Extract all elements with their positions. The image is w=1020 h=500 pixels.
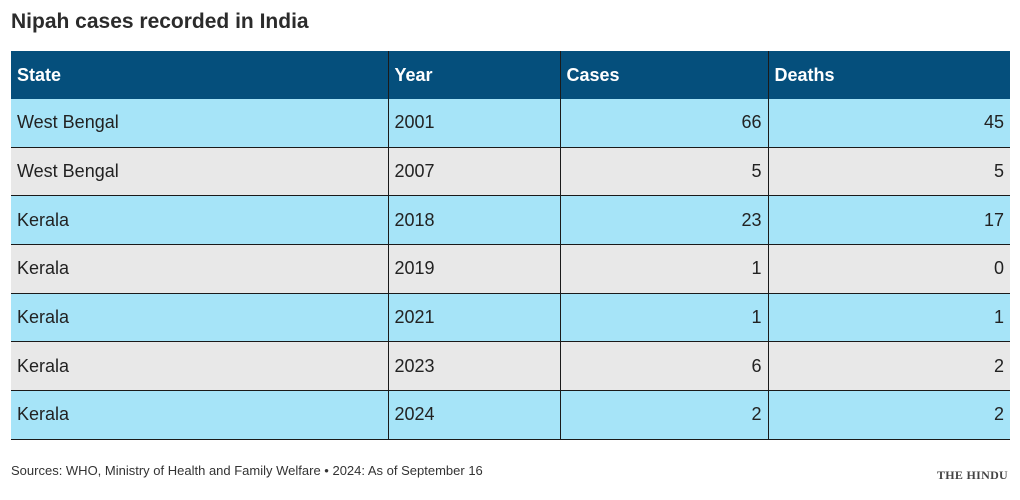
table-cell: 2001 [387,99,561,148]
table-cell: 1 [767,293,1010,343]
table-cell: Kerala [11,293,389,343]
column-header: Cases [559,51,769,99]
table-row: Kerala 2024 2 2 [11,390,1010,440]
table-row: Kerala 2019 1 0 [11,244,1010,294]
data-table: State Year Cases Deaths West Bengal 2001 66 45… [11,51,1010,440]
table-row: Kerala 2018 23 17 [11,195,1010,246]
table-cell: 2018 [387,195,561,246]
table-cell: 17 [767,195,1010,246]
table-cell: 45 [767,99,1010,148]
logo: THE HINDU [936,468,1008,482]
table-cell: 66 [559,99,769,148]
table-row: West Bengal 2007 5 5 [11,147,1010,197]
table-row: Kerala 2023 6 2 [11,341,1010,392]
table-cell: Kerala [11,390,389,440]
table-cell: Kerala [11,341,389,392]
column-header: Deaths [767,51,1010,99]
table-cell: 0 [767,244,1010,294]
table-cell: Kerala [11,195,389,246]
table-cell: 5 [767,147,1010,197]
table-body: West Bengal 2001 66 45 West Bengal 2007 5 5 Kera… [11,99,1010,440]
table-cell: 2024 [387,390,561,440]
source-note: Sources: WHO, Ministry of Health and Fam… [11,463,483,478]
table-cell: 2007 [387,147,561,197]
table-cell: 1 [559,293,769,343]
table-cell: West Bengal [11,99,389,148]
table-cell: 6 [559,341,769,392]
table-cell: 2 [559,390,769,440]
table-header: State Year Cases Deaths [11,51,1010,99]
header-row: State Year Cases Deaths [11,51,1010,99]
table-cell: 2 [767,390,1010,440]
table-cell: 2021 [387,293,561,343]
title: Nipah cases recorded in India [11,10,309,33]
table-cell: 2019 [387,244,561,294]
table-cell: 1 [559,244,769,294]
table-cell: 23 [559,195,769,246]
table-cell: 2 [767,341,1010,392]
table-cell: Kerala [11,244,389,294]
table-cell: West Bengal [11,147,389,197]
column-header: Year [387,51,561,99]
table-row: Kerala 2021 1 1 [11,293,1010,343]
column-header: State [11,51,389,99]
table-cell: 2023 [387,341,561,392]
table-row: West Bengal 2001 66 45 [11,99,1010,148]
table-cell: 5 [559,147,769,197]
